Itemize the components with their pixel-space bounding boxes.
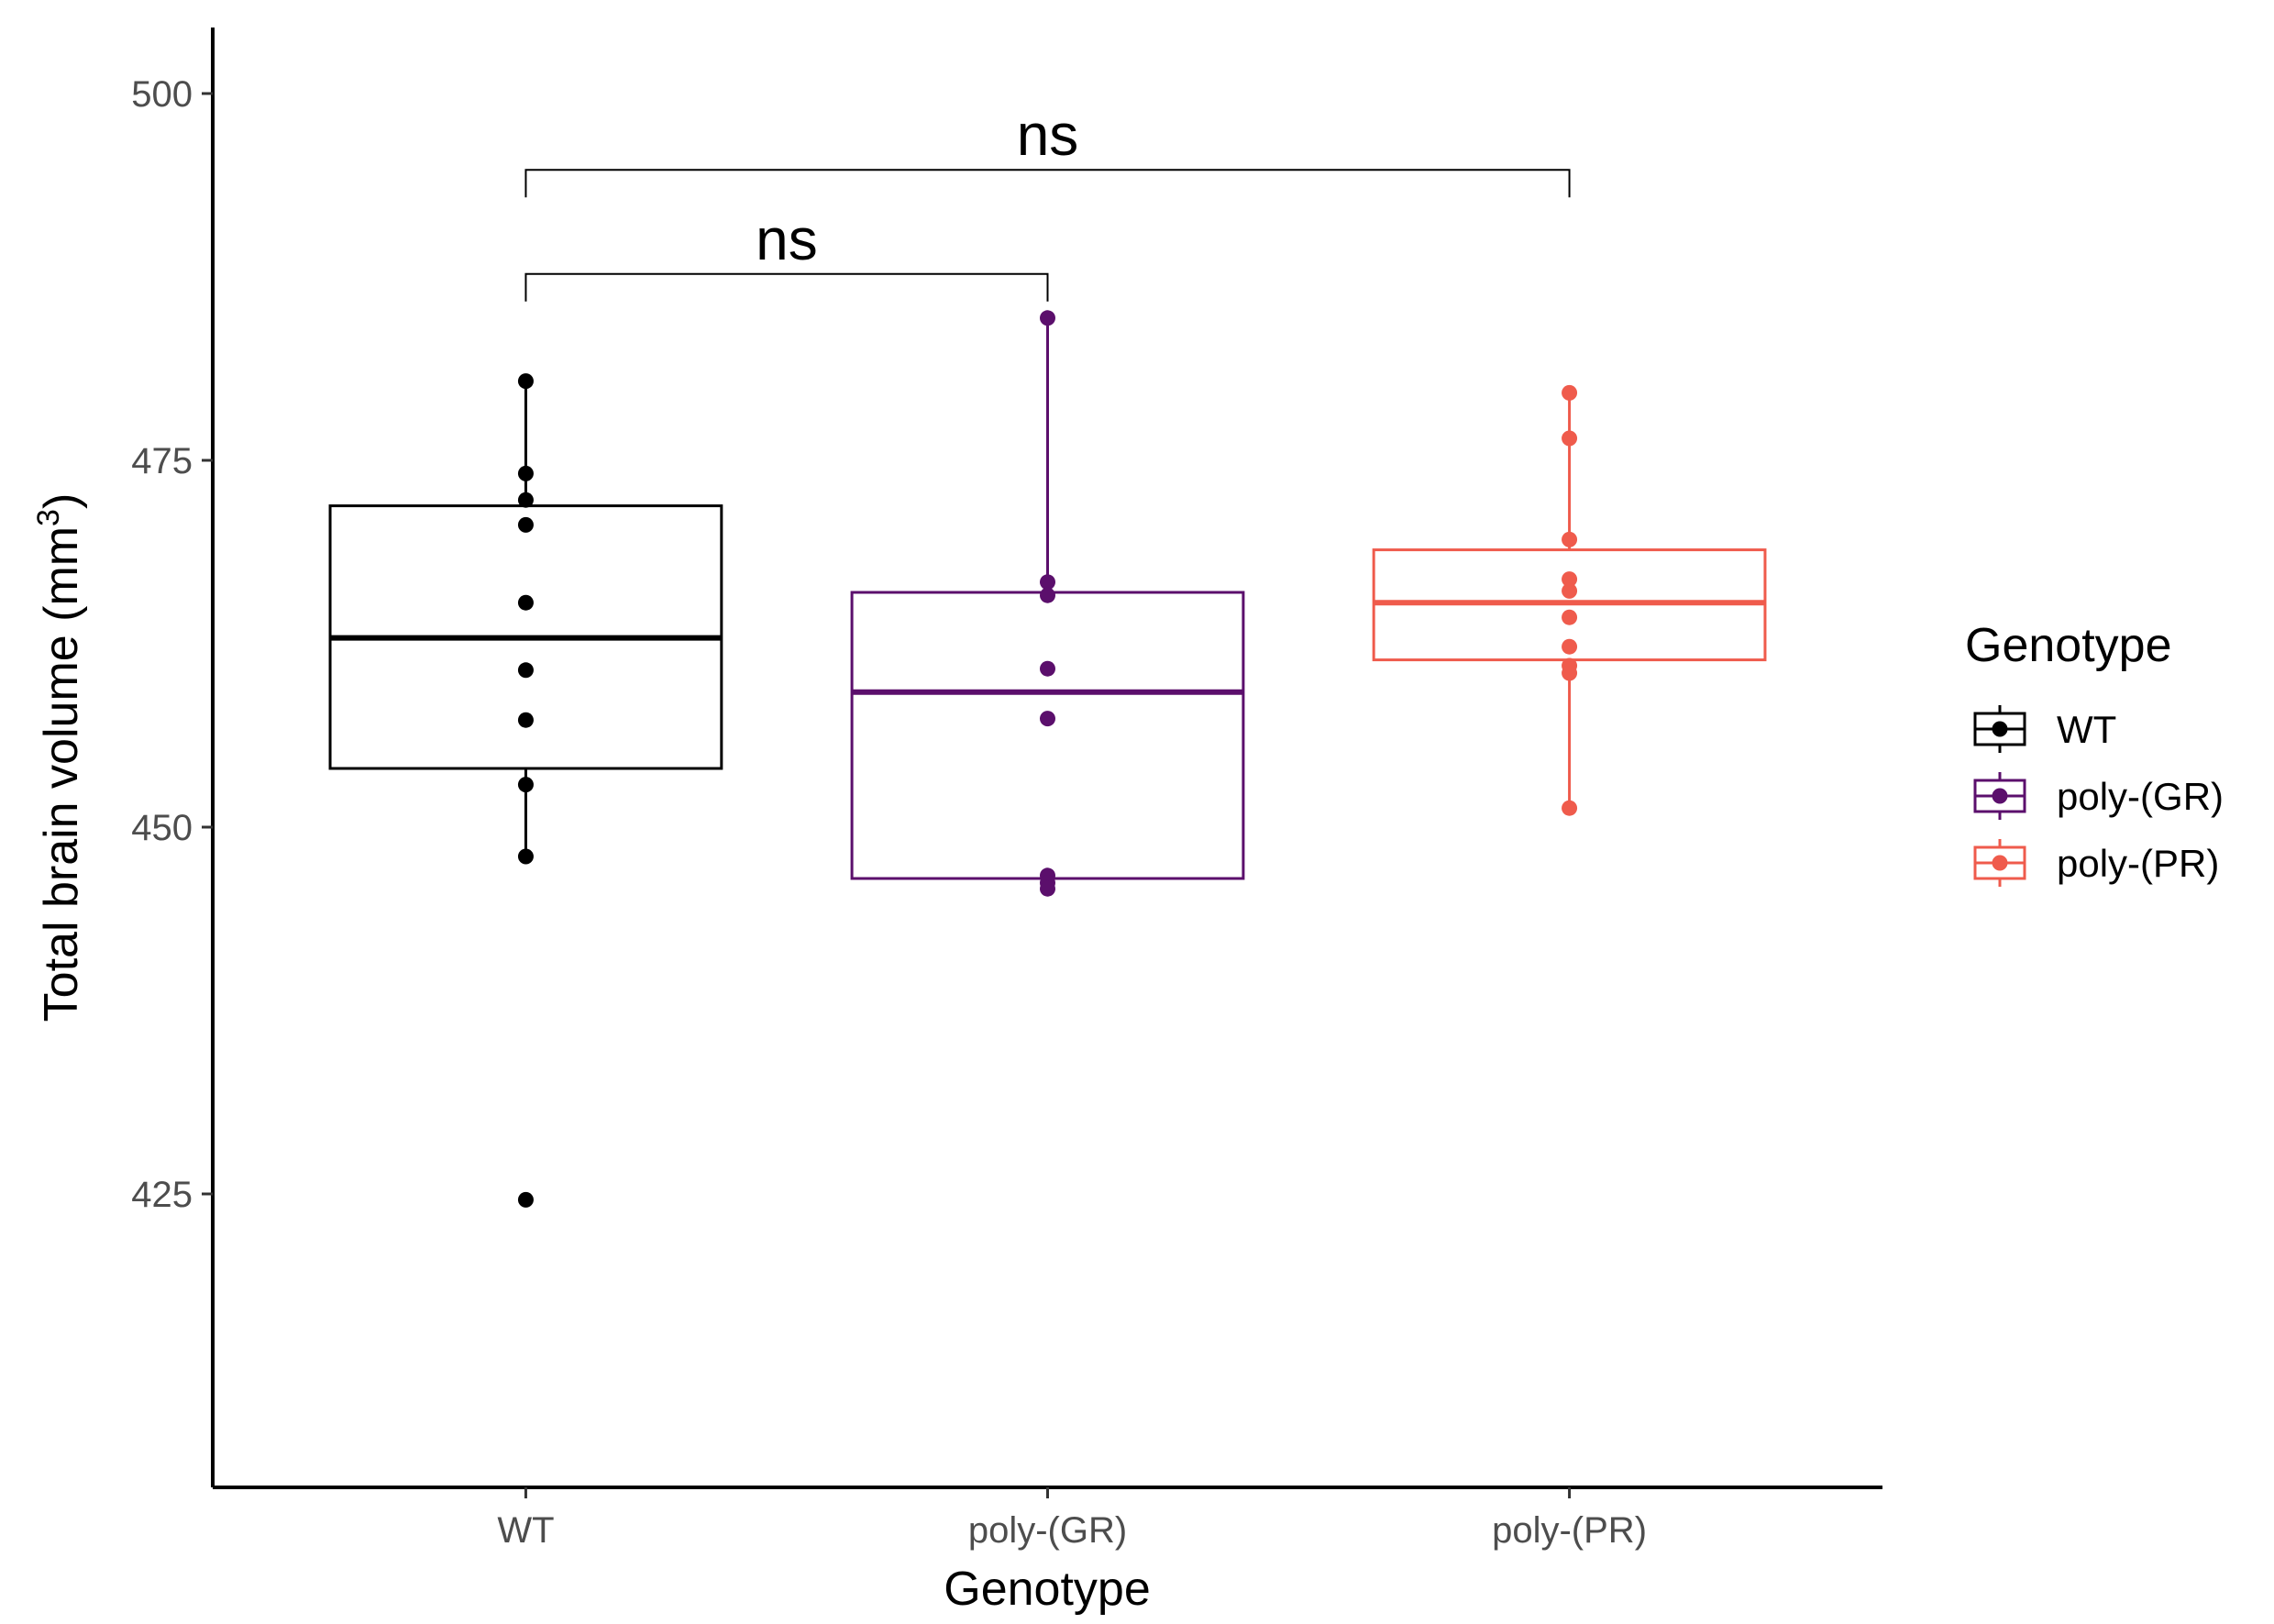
y-ticks: 425 450 475 500 [131,74,213,1215]
significance-label: ns [756,206,818,272]
y-tick-label: 450 [131,808,193,848]
y-tick-label: 500 [131,74,193,115]
legend-title: Genotype [1965,619,2172,672]
data-point [1562,571,1578,588]
y-axis-title-text: Total brain volume (mm [35,526,88,1022]
box [850,591,1245,880]
legend-item: poly-(PR) [1973,839,2219,887]
bracket-line [524,272,1049,302]
x-tick-label: poly-(GR) [968,1510,1127,1551]
axes [211,28,1882,1489]
legend-item: poly-(GR) [1973,772,2224,820]
data-point [1562,800,1578,816]
legend-label: poly-(GR) [2057,775,2224,818]
data-point [517,465,534,481]
bracket-line [524,169,1571,198]
plot-area: ns ns [328,102,1767,1208]
y-axis-title-superscript: 3 [31,509,66,526]
data-point [517,662,534,679]
legend-key-point [1992,721,2008,737]
data-point [1562,384,1578,401]
data-point [1562,638,1578,655]
significance-bracket: ns [524,206,1049,302]
data-point [1562,582,1578,599]
legend-key-point [1992,788,2008,804]
data-point [1562,531,1578,547]
legend-label: poly-(PR) [2057,842,2219,885]
legend: Genotype WT poly-(GR) poly-(PR) [1965,619,2224,887]
legend-label: WT [2057,708,2116,751]
data-point [1040,587,1055,603]
data-point [517,712,534,728]
significance-label: ns [1017,102,1079,168]
box-group-1 [328,373,723,1208]
data-point [517,516,534,533]
data-point [1040,660,1055,677]
data-point [517,492,534,508]
data-point [517,1191,534,1208]
box-group-3 [1372,384,1767,816]
data-point [1562,430,1578,447]
x-axis-title: Genotype [944,1563,1151,1616]
significance-bracket: ns [524,102,1571,198]
data-point [1040,310,1055,326]
y-tick-label: 475 [131,441,193,481]
data-point [1040,574,1055,591]
box-group-2 [850,310,1245,897]
legend-item: WT [1973,705,2116,753]
data-point [1040,880,1055,897]
data-point [517,848,534,865]
data-point [517,373,534,390]
legend-key-point [1992,855,2008,871]
x-ticks: WT poly-(GR) poly-(PR) [497,1487,1647,1551]
data-point [1040,711,1055,727]
data-point [1562,665,1578,681]
data-point [1562,609,1578,625]
x-tick-label: WT [497,1510,554,1551]
data-point [517,777,534,793]
x-tick-label: poly-(PR) [1492,1510,1647,1551]
y-tick-label: 425 [131,1175,193,1215]
y-axis-title-suffix: ) [35,493,88,509]
y-axis-title: Total brain volume (mm3) [31,493,88,1022]
data-point [517,594,534,611]
